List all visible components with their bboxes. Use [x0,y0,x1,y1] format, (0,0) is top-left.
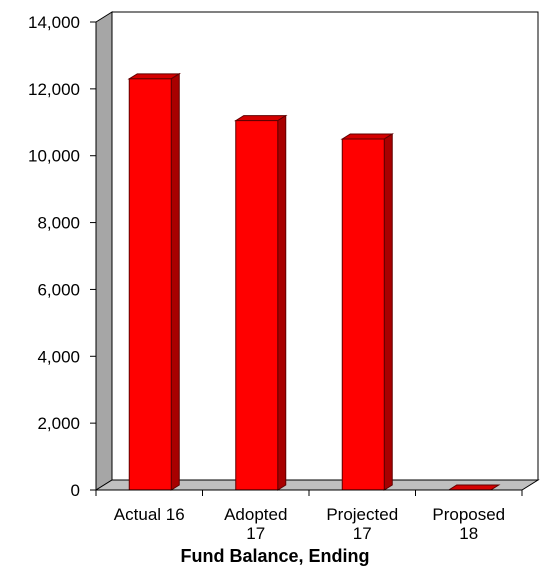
y-tick-label: 6,000 [37,280,80,299]
x-axis: Actual 16 Adopted 17 Projected 17 Proposed 18 [95,489,523,543]
bar [234,114,288,491]
bar-front [235,120,279,491]
y-tick-label: 12,000 [28,80,80,99]
bar-side [383,133,393,491]
y-tick-label: 2,000 [37,414,80,433]
x-tick-label: Projected 17 [326,505,398,543]
y-tick-label: 4,000 [37,347,80,366]
bars [127,72,501,491]
y-axis: 0 2,000 4,000 6,000 8,000 10,000 12,000 14,000 [28,13,97,500]
y-tick-label: 14,000 [28,13,80,32]
side-wall [95,11,113,491]
y-tick-label: 8,000 [37,214,80,233]
bar-side [277,114,287,491]
bar [447,484,501,491]
x-tick-label: Actual 16 [114,505,185,524]
bar-front [128,78,172,491]
chart-title: Fund Balance, Ending [180,546,369,566]
y-tick-label: 0 [71,481,80,500]
bar [127,72,181,491]
bar-front [341,138,385,491]
x-tick-label: Proposed 18 [432,505,505,543]
bar [340,133,394,491]
bar-side [170,72,180,491]
y-tick-label: 10,000 [28,147,80,166]
x-tick-label: Adopted 17 [224,505,287,543]
bar-top [447,484,501,491]
